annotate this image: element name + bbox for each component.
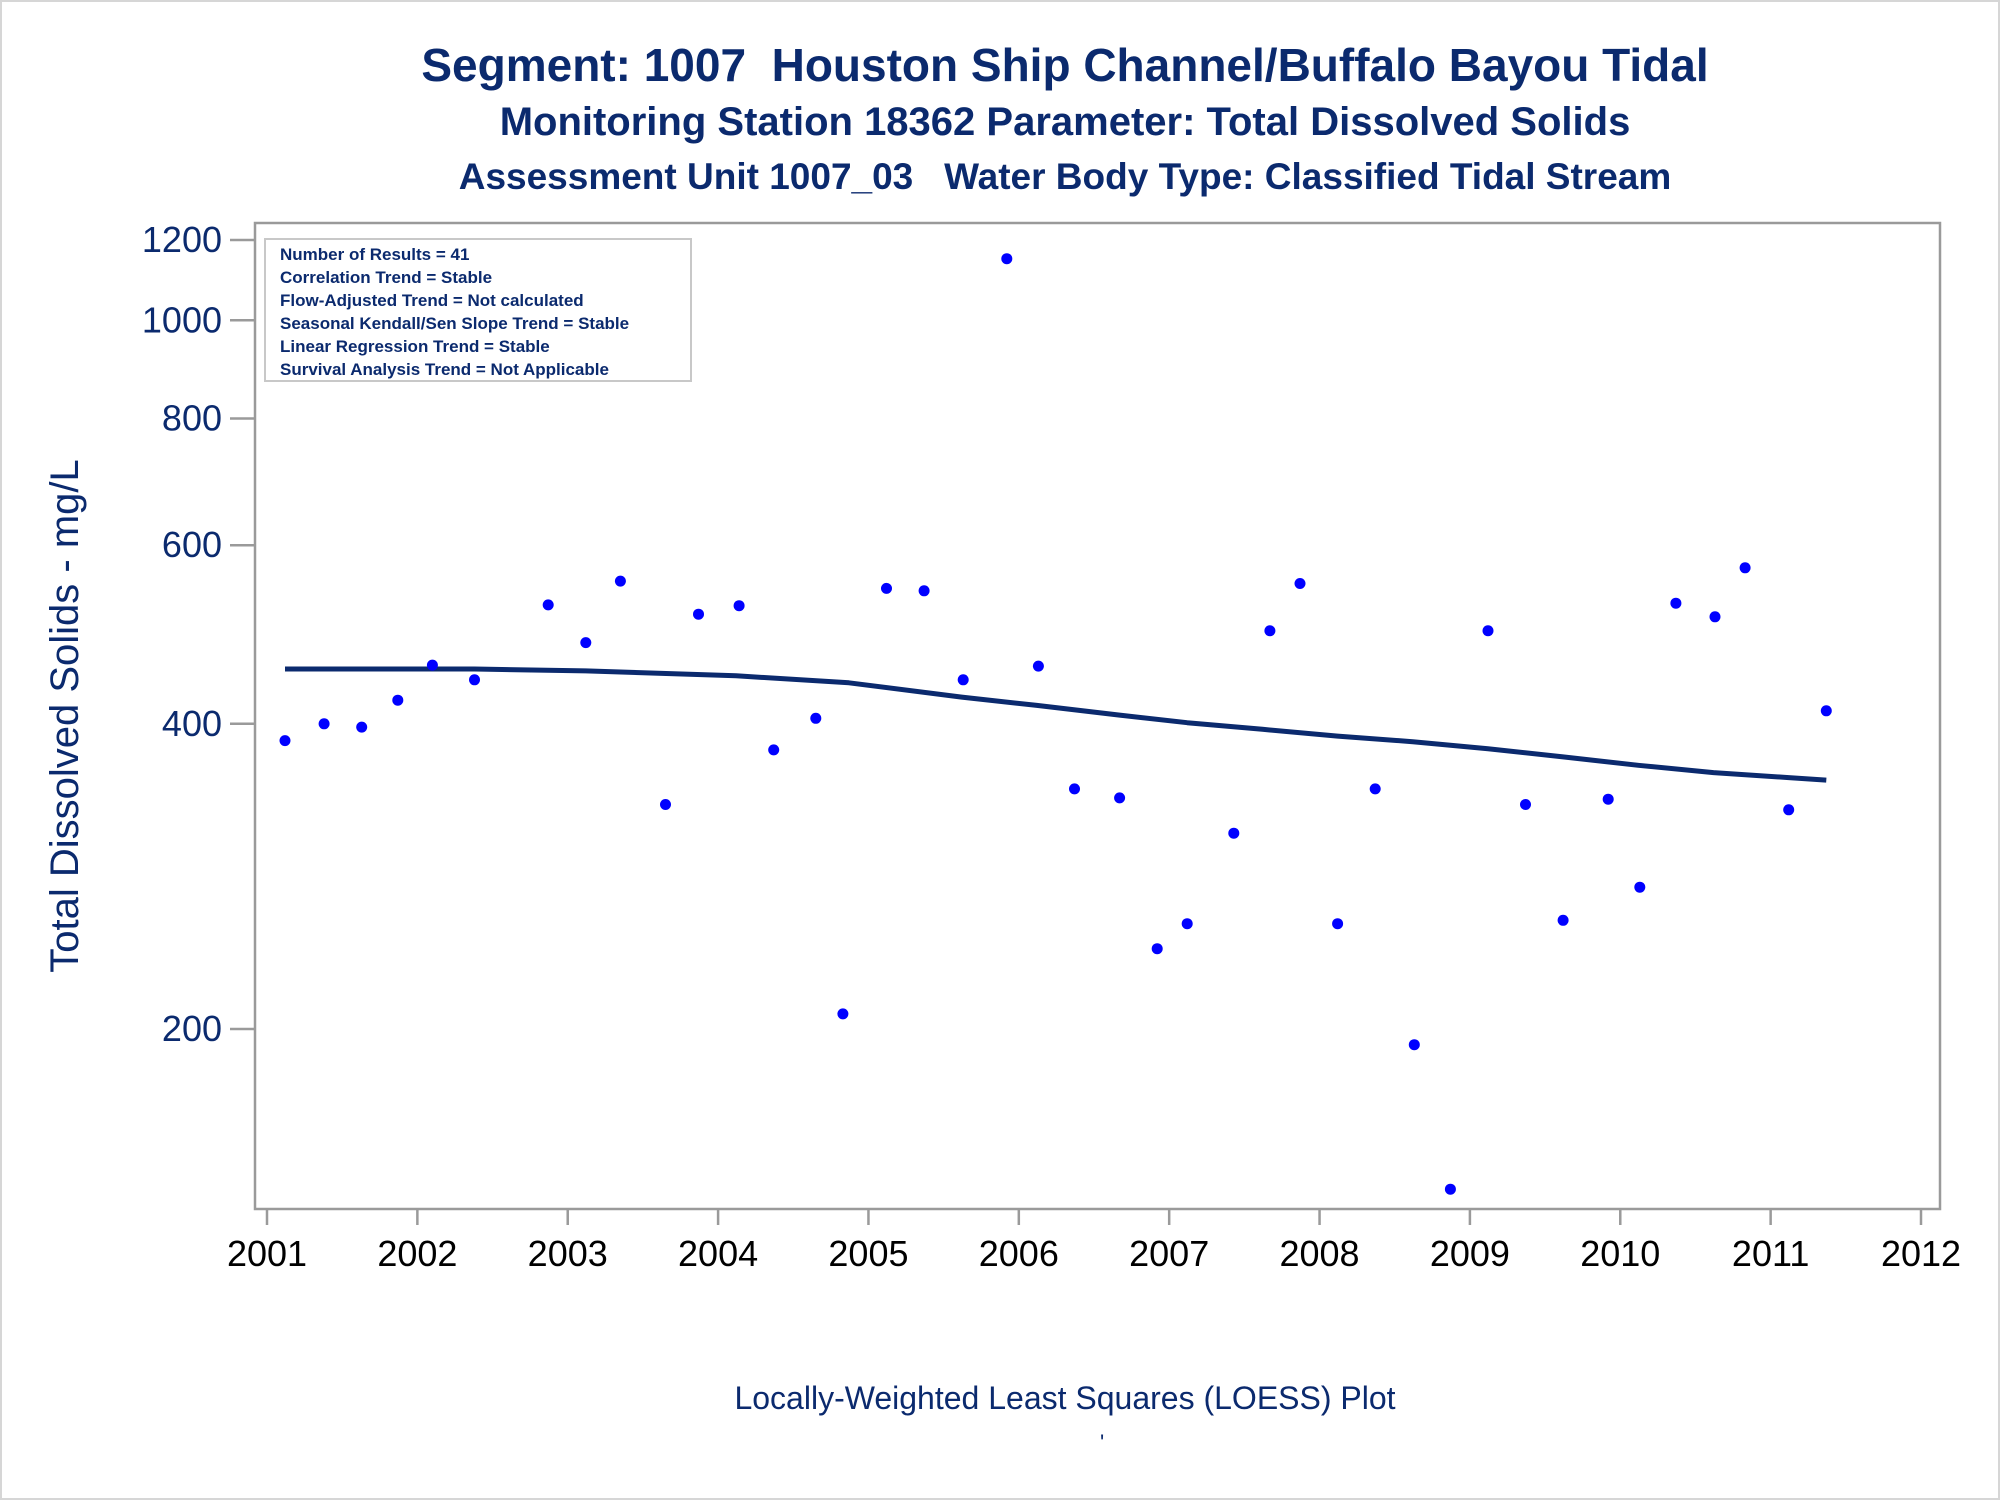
chart-subtitle-station: Monitoring Station 18362 Parameter: Tota… bbox=[499, 100, 1631, 144]
y-tick-label: 600 bbox=[162, 524, 222, 565]
y-axis: 200 400 600 800 1000 1200 bbox=[142, 219, 255, 1049]
trend-summary-line: Correlation Trend = Stable bbox=[280, 268, 492, 287]
data-point bbox=[1032, 660, 1044, 672]
x-tick-label: 2011 bbox=[1732, 1233, 1809, 1274]
data-point bbox=[733, 600, 745, 612]
trend-summary-line: Linear Regression Trend = Stable bbox=[280, 337, 550, 356]
data-point bbox=[1670, 597, 1682, 609]
x-tick-label: 2008 bbox=[1279, 1233, 1359, 1274]
data-point bbox=[837, 1008, 849, 1020]
trend-summary-line: Number of Results = 41 bbox=[280, 245, 469, 264]
trend-summary-line: Seasonal Kendall/Sen Slope Trend = Stabl… bbox=[280, 314, 629, 333]
trend-summary-line: Survival Analysis Trend = Not Applicable bbox=[280, 360, 609, 379]
data-point bbox=[1709, 611, 1721, 623]
data-point bbox=[768, 744, 780, 756]
loess-line bbox=[285, 666, 1827, 783]
data-point bbox=[580, 637, 592, 649]
data-point bbox=[279, 735, 291, 747]
data-point bbox=[318, 718, 330, 730]
data-point bbox=[1602, 793, 1614, 805]
data-point bbox=[660, 799, 671, 810]
data-point bbox=[542, 599, 554, 611]
data-point bbox=[1114, 792, 1126, 804]
data-point bbox=[614, 575, 626, 587]
data-point bbox=[356, 721, 368, 733]
chart-title: Segment: 1007 Houston Ship Channel/Buffa… bbox=[421, 39, 1709, 91]
trend-summary-border bbox=[264, 238, 692, 382]
data-point bbox=[469, 674, 480, 686]
x-axis: 2001 2002 2003 2004 2005 2006 2007 2008 2009 2010… bbox=[227, 1209, 1961, 1274]
plot-area bbox=[253, 221, 1942, 1211]
trend-summary-box: Number of Results = 41 Correlation Trend … bbox=[264, 238, 692, 382]
stray-tick-mark: ' bbox=[1100, 1430, 1105, 1455]
data-point bbox=[1001, 253, 1013, 265]
data-point bbox=[810, 712, 822, 724]
data-point bbox=[1294, 578, 1306, 589]
data-point bbox=[693, 608, 704, 620]
data-point bbox=[1444, 1183, 1456, 1195]
x-tick-label: 2010 bbox=[1580, 1233, 1660, 1274]
data-point bbox=[1369, 783, 1381, 795]
data-point bbox=[957, 674, 969, 686]
x-tick-label: 2005 bbox=[828, 1233, 908, 1274]
data-point bbox=[1332, 918, 1344, 930]
x-tick-label: 2007 bbox=[1129, 1233, 1209, 1274]
data-point bbox=[1634, 881, 1646, 893]
x-tick-label: 2009 bbox=[1430, 1233, 1510, 1274]
x-tick-label: 2006 bbox=[979, 1233, 1059, 1274]
loess-layer bbox=[285, 666, 1827, 783]
data-point bbox=[918, 585, 930, 597]
data-point bbox=[392, 694, 404, 706]
data-point bbox=[1820, 705, 1832, 717]
points-layer bbox=[279, 253, 1832, 1195]
data-point bbox=[1520, 799, 1531, 810]
data-point bbox=[1181, 918, 1193, 930]
y-tick-label: 200 bbox=[162, 1008, 222, 1049]
x-tick-label: 2001 bbox=[227, 1233, 307, 1274]
data-point bbox=[1069, 783, 1080, 795]
data-point bbox=[1783, 804, 1795, 816]
data-point bbox=[1151, 943, 1163, 955]
data-point bbox=[1482, 625, 1494, 637]
x-tick-label: 2002 bbox=[377, 1233, 457, 1274]
data-point bbox=[1408, 1039, 1420, 1051]
y-axis-title: Total Dissolved Solids - mg/L bbox=[43, 459, 87, 973]
x-tick-label: 2012 bbox=[1881, 1233, 1961, 1274]
plot-footnote: Locally-Weighted Least Squares (LOESS) P… bbox=[734, 1380, 1396, 1416]
data-point bbox=[1264, 625, 1276, 637]
y-tick-label: 800 bbox=[162, 398, 222, 439]
y-tick-label: 1000 bbox=[142, 299, 222, 340]
data-point bbox=[1557, 914, 1569, 926]
data-point bbox=[881, 582, 892, 594]
data-point bbox=[1228, 827, 1240, 839]
y-tick-label: 400 bbox=[162, 703, 222, 744]
x-tick-label: 2004 bbox=[678, 1233, 758, 1274]
x-tick-label: 2003 bbox=[528, 1233, 608, 1274]
data-point bbox=[1739, 562, 1751, 574]
trend-summary-line: Flow-Adjusted Trend = Not calculated bbox=[280, 291, 584, 310]
data-point bbox=[426, 659, 438, 671]
y-tick-label: 1200 bbox=[142, 219, 222, 260]
chart-subtitle-assessment: Assessment Unit 1007_03 Water Body Type:… bbox=[458, 156, 1672, 197]
